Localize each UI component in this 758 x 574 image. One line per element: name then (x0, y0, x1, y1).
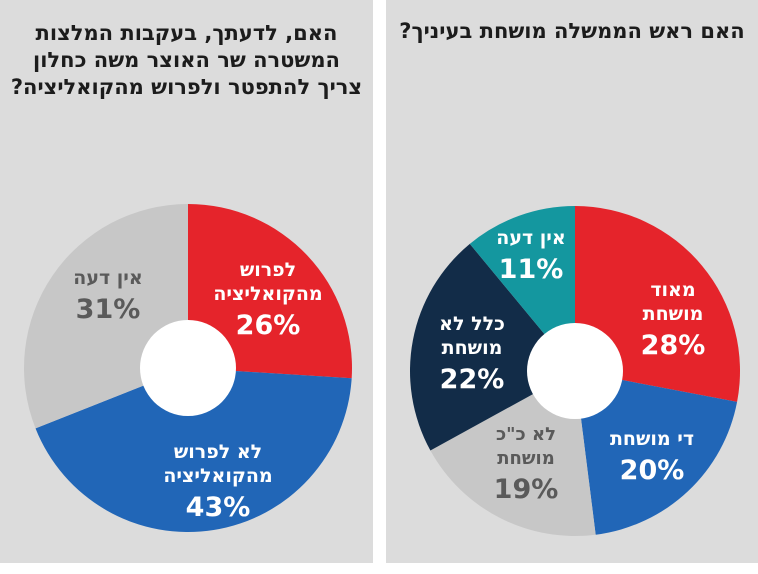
slice-value-1-4: 11% (499, 254, 564, 285)
slice-label-0-1: לא לפרוש מהקואליציה (163, 441, 272, 487)
slice-label-1-3: כלל לא מושחת (439, 313, 505, 359)
slice-0-0 (188, 204, 352, 379)
slice-value-1-3: 22% (440, 364, 505, 395)
donut-hole-1 (527, 323, 623, 419)
right-chart-panel: האם ראש הממשלה מושחת בעיניך? מאוד מושחת 28… (386, 0, 758, 563)
slice-label-1-1: די מושחת (610, 428, 694, 450)
slice-value-0-1: 43% (186, 492, 251, 523)
slice-1-3 (410, 243, 575, 451)
slice-0-1 (35, 368, 352, 532)
slice-value-1-0: 28% (641, 330, 706, 361)
right-chart-title: האם ראש הממשלה מושחת בעיניך? (399, 19, 745, 43)
left-chart-title: האם, לדעתך, בעקבות המלצות המשטרה שר האוצ… (10, 21, 363, 99)
slice-label-1-0: מאוד מושחת (643, 279, 704, 325)
slice-label-0-0: לפרוש מהקואליציה (213, 259, 322, 305)
donut-hole-0 (140, 320, 236, 416)
right-donut-chart: מאוד מושחת 28% די מושחת 20% לא כ"כ מושחת 19% כלל… (410, 206, 740, 536)
slice-value-1-1: 20% (620, 455, 685, 486)
slice-label-1-4: אין דעה (496, 227, 565, 249)
slice-label-1-2: לא כ"כ מושחת (496, 424, 556, 469)
slice-1-4 (469, 206, 575, 371)
slice-value-1-2: 19% (494, 474, 559, 505)
slice-label-0-2: אין דעה (73, 267, 142, 289)
slice-value-0-2: 31% (76, 294, 141, 325)
left-donut-chart: לפרוש מהקואליציה 26% לא לפרוש מהקואליציה 43% א… (24, 204, 352, 532)
slice-value-0-0: 26% (236, 310, 301, 341)
slice-1-1 (575, 371, 738, 535)
left-chart-panel: האם, לדעתך, בעקבות המלצות המשטרה שר האוצ… (0, 0, 373, 563)
